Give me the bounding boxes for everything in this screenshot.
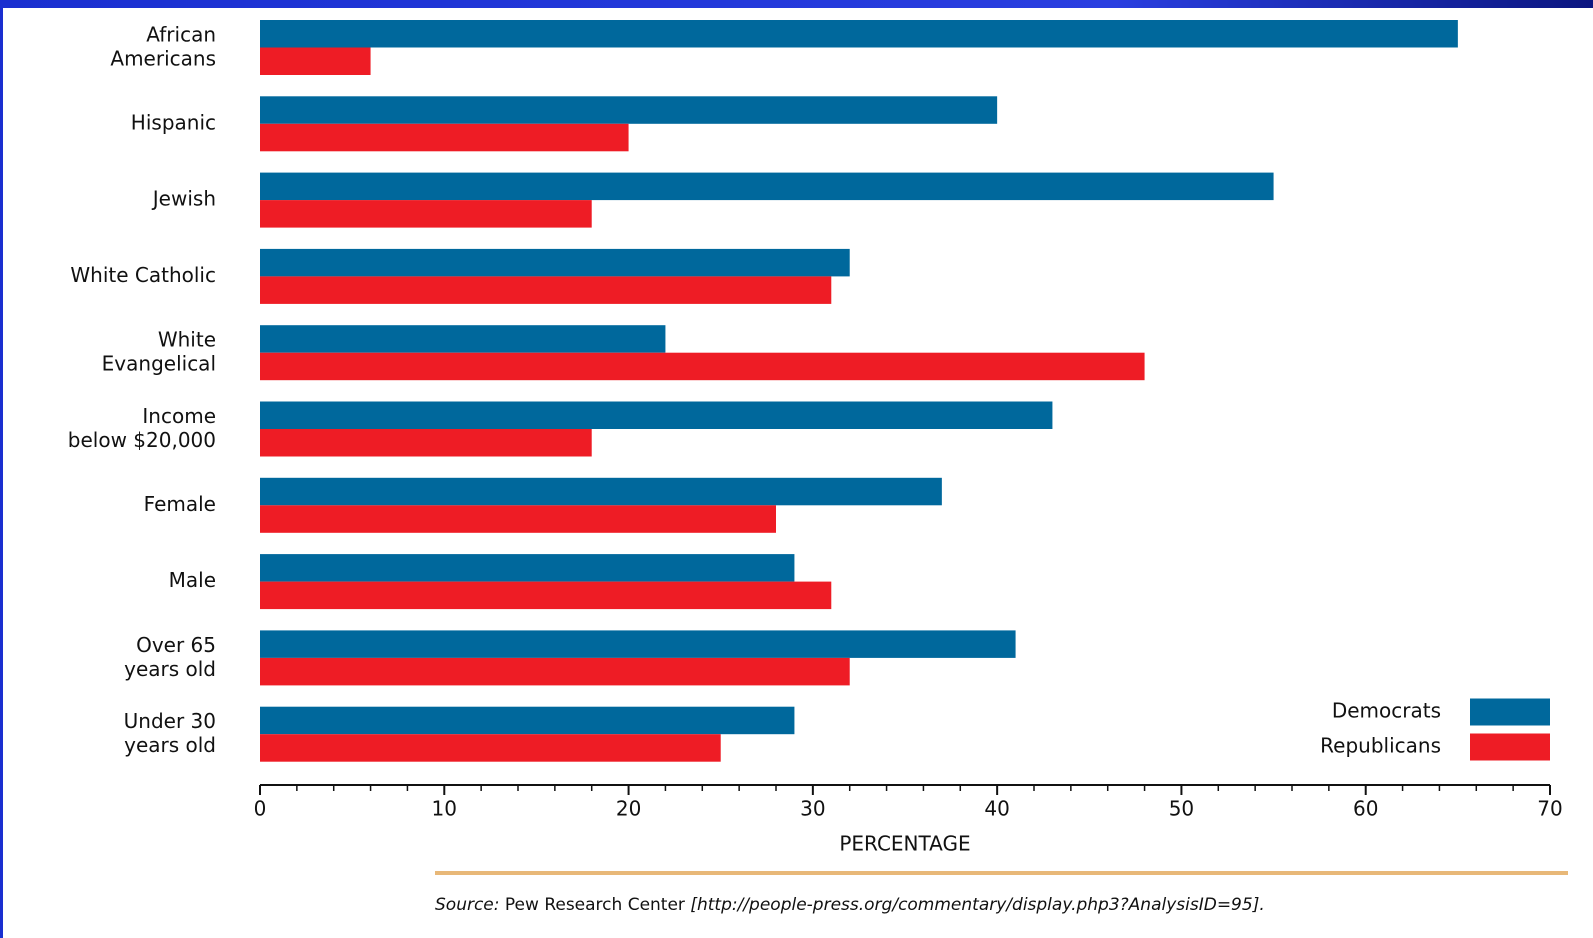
bar (260, 630, 1016, 658)
bar (260, 581, 832, 610)
bar (260, 429, 592, 457)
bar (260, 706, 795, 735)
bar (260, 172, 1274, 201)
bar (260, 401, 1053, 429)
x-tick-label: 60 (1353, 797, 1378, 821)
x-axis-label: PERCENTAGE (839, 832, 970, 856)
bar (260, 20, 1458, 48)
y-tick-label: Hispanic (131, 110, 216, 134)
left-bar (0, 0, 3, 938)
legend-label: Republicans (1320, 734, 1441, 758)
source-text: Pew Research Center (505, 895, 685, 915)
bar (260, 47, 371, 75)
x-tick-label: 50 (1169, 797, 1194, 821)
y-tick-label: Over 65 years old (124, 632, 216, 680)
y-tick-label: Jewish (151, 187, 216, 211)
y-tick-label: White Evangelical (102, 327, 216, 375)
bar (260, 734, 721, 762)
bar (260, 657, 850, 686)
x-tick-label: 20 (616, 797, 641, 821)
x-tick-label: 30 (800, 797, 825, 821)
y-tick-label: Under 30 years old (124, 709, 216, 757)
bar (260, 123, 629, 152)
source: Source: Pew Research Center [http://peop… (435, 895, 1265, 915)
legend-swatch (1470, 733, 1550, 761)
bar (260, 325, 666, 353)
bar (260, 248, 850, 277)
top-bar (0, 0, 1593, 8)
x-tick-label: 10 (432, 797, 457, 821)
x-tick-label: 40 (984, 797, 1009, 821)
y-tick-label: African Americans (110, 22, 216, 70)
legend-swatch (1470, 698, 1550, 726)
source-label: Source: (435, 895, 500, 915)
bar (260, 96, 998, 124)
x-tick-label: 0 (254, 797, 267, 821)
source-url: [http://people-press.org/commentary/disp… (690, 895, 1264, 915)
bar (260, 276, 832, 304)
x-tick-label: 70 (1537, 797, 1562, 821)
bar (260, 477, 942, 506)
bar (260, 554, 795, 582)
y-tick-label: White Catholic (70, 263, 216, 287)
legend-label: Democrats (1332, 699, 1441, 723)
bar (260, 200, 592, 228)
y-tick-label: Income below $20,000 (68, 404, 216, 452)
y-tick-label: Male (169, 568, 216, 592)
bar (260, 505, 776, 533)
bar (260, 352, 1145, 381)
y-tick-label: Female (144, 492, 216, 516)
